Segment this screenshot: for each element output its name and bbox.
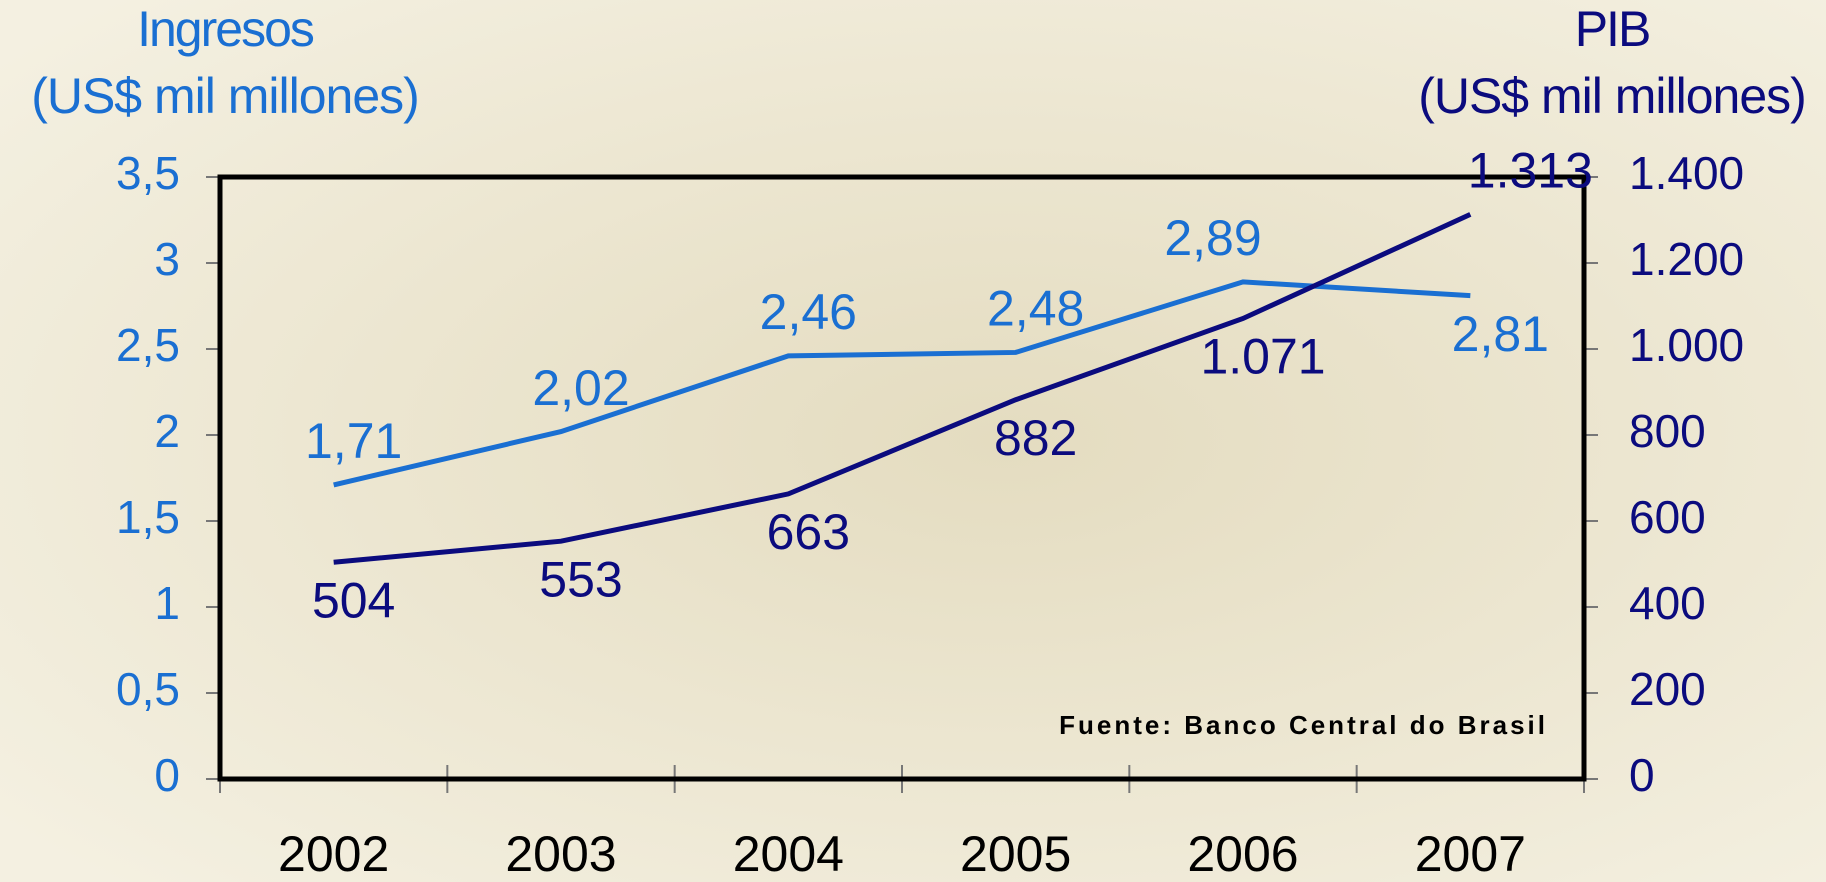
y2-tick-label: 600 <box>1629 491 1706 543</box>
x-tick-label: 2005 <box>960 826 1071 882</box>
annotation: Fuente: Banco Central do Brasil <box>1059 710 1548 740</box>
y-tick-label: 1 <box>154 577 180 629</box>
y2-axis-title: (US$ mil millones) <box>1418 68 1806 124</box>
x-tick-label: 2002 <box>278 826 389 882</box>
x-tick-label: 2003 <box>505 826 616 882</box>
data-label: 2,02 <box>532 360 629 416</box>
y-tick-label: 1,5 <box>116 491 180 543</box>
line <box>333 279 1471 488</box>
y-tick-label: 3,5 <box>116 147 180 199</box>
x-tick-label: 2006 <box>1187 826 1298 882</box>
y2-tick-label: 1.200 <box>1629 233 1744 285</box>
y-tick-label: 0,5 <box>116 663 180 715</box>
data-label: 882 <box>994 410 1077 466</box>
data-label: 1,71 <box>305 413 402 469</box>
y2-tick-label: 400 <box>1629 577 1706 629</box>
data-label: 2,81 <box>1452 306 1549 362</box>
y-tick-label: 0 <box>154 749 180 801</box>
y-axis-title: Ingresos <box>137 1 314 57</box>
plot-frame <box>217 174 1587 782</box>
data-label: 663 <box>767 504 850 560</box>
y2-tick-label: 1.400 <box>1629 147 1744 199</box>
data-label: 1.313 <box>1468 143 1593 199</box>
y2-tick-label: 0 <box>1629 749 1655 801</box>
data-label: 504 <box>312 572 395 628</box>
y2-tick-label: 1.000 <box>1629 319 1744 371</box>
y-tick-label: 2 <box>154 405 180 457</box>
y2-tick-label: 200 <box>1629 663 1706 715</box>
y-tick-label: 2,5 <box>116 319 180 371</box>
data-label: 2,89 <box>1164 210 1261 266</box>
line <box>333 212 1472 565</box>
x-tick-label: 2004 <box>733 826 844 882</box>
x-tick-label: 2007 <box>1415 826 1526 882</box>
y2-tick-label: 800 <box>1629 405 1706 457</box>
data-label: 2,48 <box>987 281 1084 337</box>
data-label: 2,46 <box>760 284 857 340</box>
y-tick-label: 3 <box>154 233 180 285</box>
data-label: 1.071 <box>1200 329 1325 385</box>
y-axis-title: (US$ mil millones) <box>31 68 419 124</box>
y2-axis-title: PIB <box>1575 1 1650 57</box>
data-label: 553 <box>539 551 622 607</box>
